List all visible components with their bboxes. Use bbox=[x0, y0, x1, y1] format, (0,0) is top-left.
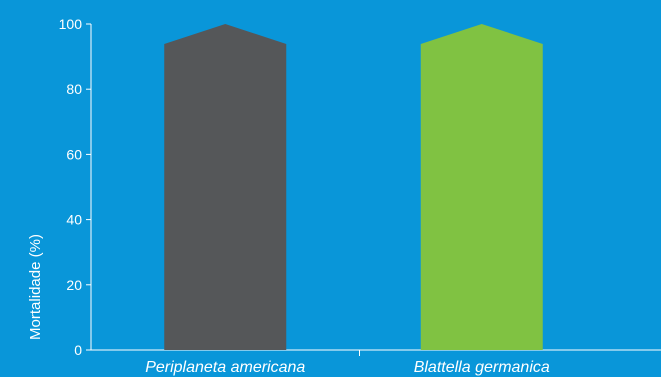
x-tick-label: Blattella germanica bbox=[414, 359, 550, 376]
x-tick-labels: Periplaneta americana Blattella germanica bbox=[145, 359, 550, 376]
y-tick-label: 20 bbox=[66, 277, 82, 293]
y-tick-label: 40 bbox=[66, 212, 82, 228]
bars bbox=[164, 24, 543, 350]
bar-2 bbox=[420, 24, 543, 350]
x-tick-label: Periplaneta americana bbox=[145, 359, 305, 376]
y-axis-label: Mortalidade (%) bbox=[27, 234, 44, 340]
y-tick-label: 0 bbox=[74, 342, 82, 358]
y-tick-label: 80 bbox=[66, 81, 82, 97]
bar-1 bbox=[164, 24, 287, 350]
y-tick-label: 60 bbox=[66, 146, 82, 162]
y-tick-label: 100 bbox=[59, 16, 83, 32]
y-axis: 0 20 40 60 80 100 bbox=[59, 16, 92, 358]
